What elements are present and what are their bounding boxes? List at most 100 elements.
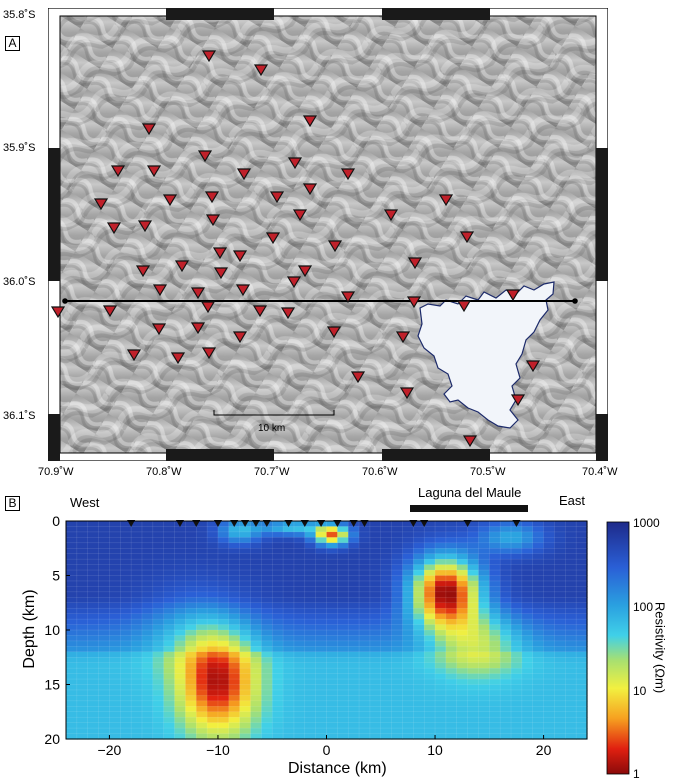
resistivity-cell [174, 586, 186, 593]
resistivity-cell [521, 635, 534, 642]
resistivity-cell [141, 657, 154, 664]
resistivity-cell [76, 542, 89, 549]
resistivity-cell [511, 559, 523, 566]
resistivity-cell [163, 733, 176, 740]
resistivity-cell [467, 542, 480, 549]
resistivity-cell [359, 580, 371, 587]
resistivity-cell [391, 570, 404, 577]
resistivity-cell [391, 559, 404, 566]
resistivity-cell [402, 619, 414, 626]
resistivity-cell [131, 526, 143, 533]
resistivity-cell [369, 689, 382, 696]
resistivity-cell [272, 711, 284, 718]
resistivity-cell [196, 689, 208, 696]
resistivity-cell [304, 728, 317, 735]
resistivity-cell [239, 635, 252, 642]
resistivity-cell [304, 673, 317, 680]
resistivity-cell [554, 537, 566, 544]
resistivity-cell [87, 531, 100, 538]
resistivity-cell [239, 559, 252, 566]
resistivity-cell [543, 635, 556, 642]
resistivity-cell [380, 586, 393, 593]
resistivity-cell [131, 700, 143, 707]
resistivity-cell [576, 711, 588, 718]
resistivity-cell [174, 646, 186, 653]
resistivity-cell [76, 580, 89, 587]
resistivity-cell [228, 711, 241, 718]
resistivity-cell [239, 586, 252, 593]
resistivity-cell [348, 635, 360, 642]
resistivity-cell [500, 717, 512, 724]
resistivity-cell [163, 635, 176, 642]
section-station [213, 520, 222, 527]
resistivity-cell [87, 706, 100, 713]
resistivity-cell [359, 608, 371, 615]
resistivity-cell [87, 559, 100, 566]
resistivity-cell [163, 657, 176, 664]
resistivity-cell [228, 673, 241, 680]
resistivity-cell [239, 684, 252, 691]
resistivity-cell [109, 602, 121, 609]
resistivity-cell [304, 695, 317, 702]
resistivity-cell [380, 597, 393, 604]
station-marker [232, 250, 248, 263]
resistivity-cell [424, 526, 436, 533]
resistivity-cell [163, 559, 176, 566]
resistivity-cell [120, 700, 132, 707]
resistivity-cell [511, 613, 523, 620]
resistivity-cell [500, 564, 512, 571]
station-marker [162, 194, 178, 207]
resistivity-cell [445, 673, 458, 680]
section-station [262, 520, 271, 527]
resistivity-cell [76, 630, 89, 637]
resistivity-cell [196, 722, 208, 729]
resistivity-cell [489, 657, 501, 664]
resistivity-cell [456, 526, 469, 533]
resistivity-cell [185, 700, 197, 707]
resistivity-cell [174, 662, 186, 669]
resistivity-cell [87, 733, 100, 740]
resistivity-cell [413, 559, 425, 566]
resistivity-cell [250, 630, 262, 637]
resistivity-cell [326, 646, 338, 653]
resistivity-cell [283, 597, 295, 604]
resistivity-cell [293, 728, 306, 735]
resistivity-cell [315, 575, 328, 582]
resistivity-cell [239, 613, 252, 620]
resistivity-cell [511, 591, 523, 598]
resistivity-cell [326, 542, 338, 549]
resistivity-cell [163, 608, 176, 615]
resistivity-cell [337, 526, 349, 533]
resistivity-cell [109, 542, 121, 549]
resistivity-cell [66, 711, 78, 718]
resistivity-cell [217, 695, 230, 702]
resistivity-cell [445, 580, 458, 587]
resistivity-cell [380, 613, 393, 620]
resistivity-cell [131, 733, 143, 740]
resistivity-cell [98, 700, 111, 707]
resistivity-cell [120, 722, 132, 729]
resistivity-cell [391, 602, 404, 609]
resistivity-cell [532, 570, 545, 577]
resistivity-cell [87, 684, 100, 691]
resistivity-cell [304, 586, 317, 593]
resistivity-cell [565, 619, 577, 626]
resistivity-cell [576, 689, 588, 696]
resistivity-cell [402, 624, 414, 631]
resistivity-cell [272, 521, 284, 528]
resistivity-cell [478, 657, 490, 664]
resistivity-cell [500, 700, 512, 707]
resistivity-cell [532, 651, 545, 658]
resistivity-cell [141, 613, 154, 620]
resistivity-cell [207, 564, 219, 571]
resistivity-cell [207, 602, 219, 609]
resistivity-cell [304, 689, 317, 696]
resistivity-cell [369, 575, 382, 582]
resistivity-cell [196, 700, 208, 707]
resistivity-cell [293, 548, 306, 555]
resistivity-cell [304, 597, 317, 604]
resistivity-cell [174, 630, 186, 637]
resistivity-cell [576, 575, 588, 582]
resistivity-cell [489, 521, 501, 528]
resistivity-cell [435, 700, 447, 707]
